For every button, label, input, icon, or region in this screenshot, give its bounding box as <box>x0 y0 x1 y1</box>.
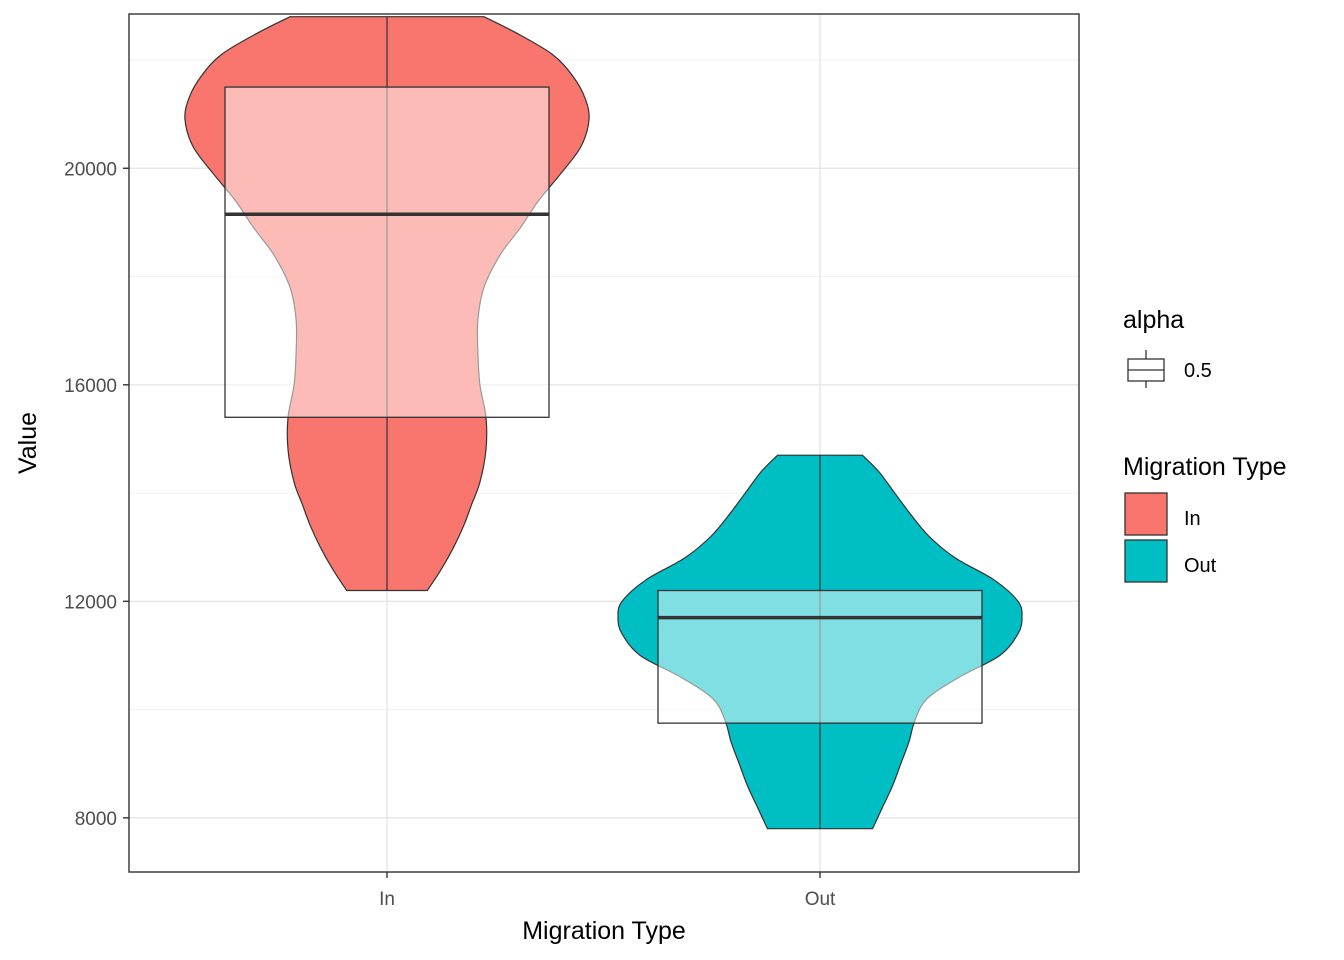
panel-border <box>128 13 1080 873</box>
y-tick-label: 20000 <box>64 159 117 180</box>
legend-key-out <box>1124 539 1168 583</box>
legend-key-box <box>1127 350 1165 388</box>
box-in <box>224 86 550 418</box>
legend-label-alpha: 0.5 <box>1184 360 1212 382</box>
legend: alpha 0.5 Migration Type In Out <box>1123 306 1287 583</box>
plot-area <box>129 14 1079 872</box>
legend-title-alpha: alpha <box>1123 306 1184 334</box>
axes: 8000 12000 16000 20000 In Out Migration Type Va… <box>14 13 1080 945</box>
y-tick-label: 16000 <box>64 376 117 397</box>
legend-label-out: Out <box>1184 555 1217 577</box>
x-axis-title: Migration Type <box>522 917 686 945</box>
box-out <box>657 589 983 724</box>
legend-title-migration-type: Migration Type <box>1123 453 1287 481</box>
x-tick-label: Out <box>805 889 836 910</box>
x-tick-label: In <box>379 889 395 910</box>
y-tick-label: 8000 <box>75 809 117 830</box>
y-axis-title: Value <box>14 412 42 474</box>
y-tick-label: 12000 <box>64 592 117 613</box>
legend-label-in: In <box>1184 508 1201 530</box>
legend-key-in <box>1124 492 1168 536</box>
